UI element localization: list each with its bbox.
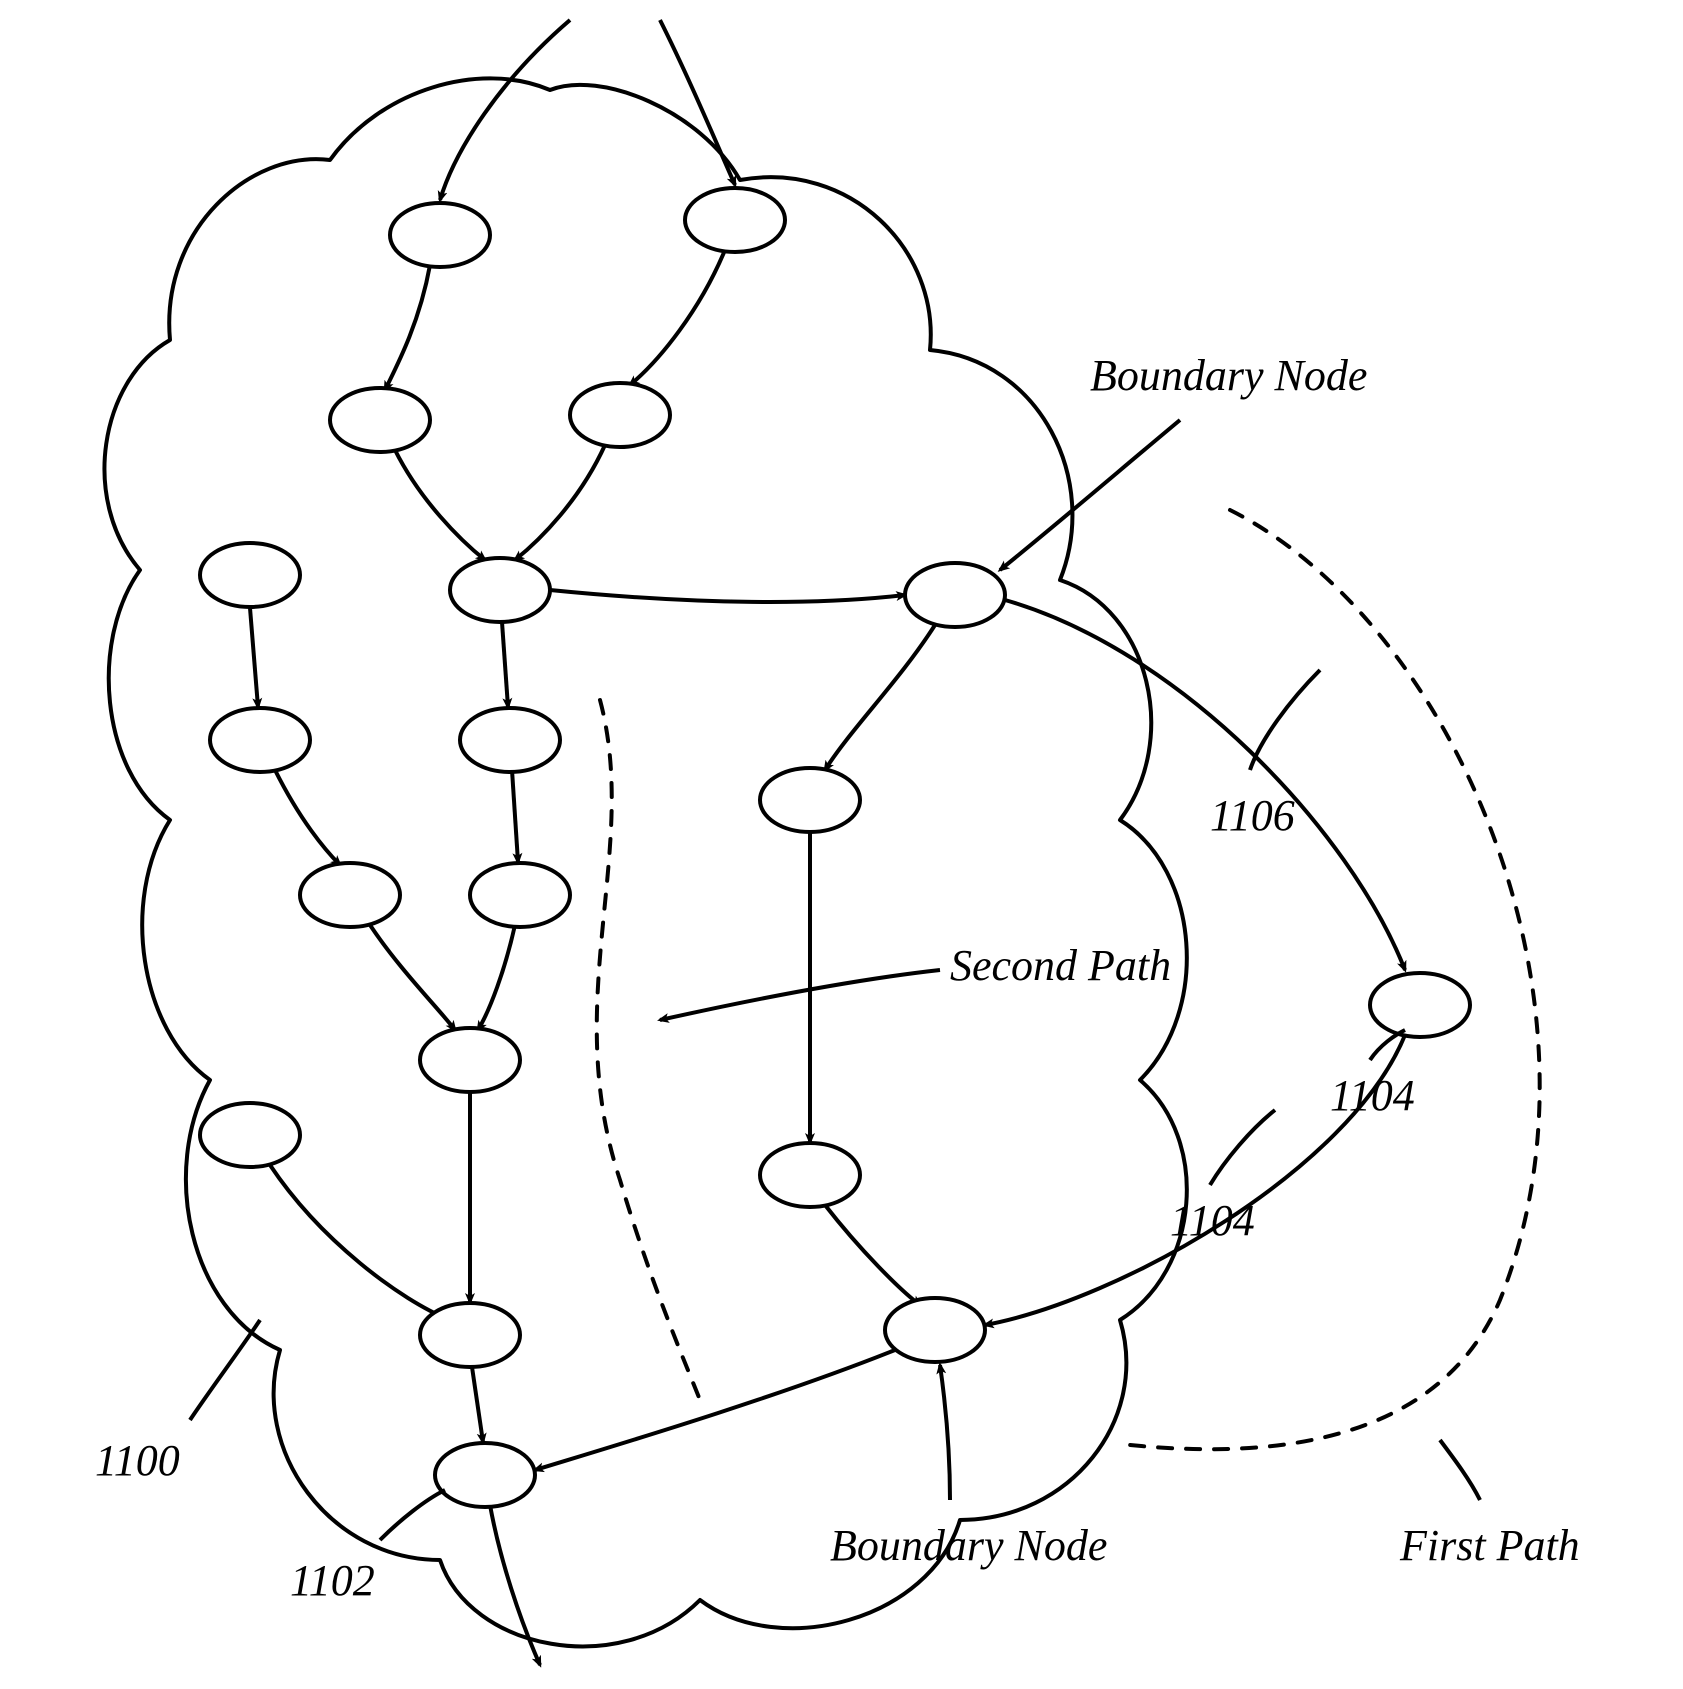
node-n17 xyxy=(885,1298,985,1362)
first-path-indicator xyxy=(1130,510,1540,1449)
node-n11 xyxy=(300,863,400,927)
edge-n15-n18 xyxy=(270,1165,450,1320)
label-ref_1100: 1100 xyxy=(95,1436,180,1485)
edge-n9-n12 xyxy=(512,770,518,862)
edge-ext2-n2 xyxy=(660,20,735,185)
label-second_path_lbl: Second Path xyxy=(950,941,1171,990)
label-boundary_top: Boundary Node xyxy=(1090,351,1367,400)
edge-n8-n11 xyxy=(275,770,340,865)
edge-n5-n9 xyxy=(502,622,508,707)
label-ref_1104b: 1104 xyxy=(1170,1196,1255,1245)
label-pointer-second_path_lbl xyxy=(660,970,940,1020)
node-n18 xyxy=(420,1303,520,1367)
node-n19 xyxy=(435,1443,535,1507)
node-n5 xyxy=(450,558,550,622)
edge-n6-n10 xyxy=(825,625,935,770)
label-pointer-ref_1102 xyxy=(380,1490,445,1540)
label-pointer-ref_1100 xyxy=(190,1320,260,1420)
edge-n17-n19 xyxy=(535,1350,895,1470)
labels: Boundary Node 1106 Second Path 1104 1104 1100… xyxy=(95,351,1580,1605)
edge-ext1-n1 xyxy=(440,20,570,200)
label-ref_1102: 1102 xyxy=(290,1556,375,1605)
edge-n6-n13 xyxy=(1005,600,1405,970)
diagram-canvas: Boundary Node 1106 Second Path 1104 1104 1100… xyxy=(0,0,1683,1689)
second-path-indicator xyxy=(597,700,700,1400)
edge-n5-n6 xyxy=(550,590,905,602)
cloud-outline xyxy=(104,78,1186,1646)
node-n4 xyxy=(570,383,670,447)
edge-n11-n14 xyxy=(370,925,455,1030)
edge-n2-n4 xyxy=(630,250,725,385)
cloud-boundary xyxy=(104,78,1186,1646)
label-pointer-ref_1104b xyxy=(1210,1110,1275,1185)
label-pointer-boundary_top xyxy=(1000,420,1180,570)
edge-n1-n3 xyxy=(385,265,430,390)
node-n1 xyxy=(390,203,490,267)
label-boundary_bot: Boundary Node xyxy=(830,1521,1107,1570)
node-n12 xyxy=(470,863,570,927)
node-n13 xyxy=(1370,973,1470,1037)
edge-n18-n19 xyxy=(472,1367,483,1442)
label-ref_1106: 1106 xyxy=(1210,791,1295,840)
node-n3 xyxy=(330,388,430,452)
edge-n4-n5 xyxy=(515,445,605,560)
node-n6 xyxy=(905,563,1005,627)
edge-n3-n5 xyxy=(395,450,485,560)
node-n2 xyxy=(685,188,785,252)
node-n10 xyxy=(760,768,860,832)
edge-n12-n14 xyxy=(478,925,515,1030)
edge-n16-n17 xyxy=(825,1205,920,1305)
label-first_path_lbl: First Path xyxy=(1399,1521,1580,1570)
node-n9 xyxy=(460,708,560,772)
node-n8 xyxy=(210,708,310,772)
node-n16 xyxy=(760,1143,860,1207)
label-ref_1104a: 1104 xyxy=(1330,1071,1415,1120)
label-pointer-boundary_bot xyxy=(940,1365,950,1500)
node-n15 xyxy=(200,1103,300,1167)
edge-n7-n8 xyxy=(250,608,258,707)
node-n14 xyxy=(420,1028,520,1092)
node-n7 xyxy=(200,543,300,607)
label-pointer-first_path_lbl xyxy=(1440,1440,1480,1500)
label-pointer-ref_1106 xyxy=(1250,670,1320,770)
